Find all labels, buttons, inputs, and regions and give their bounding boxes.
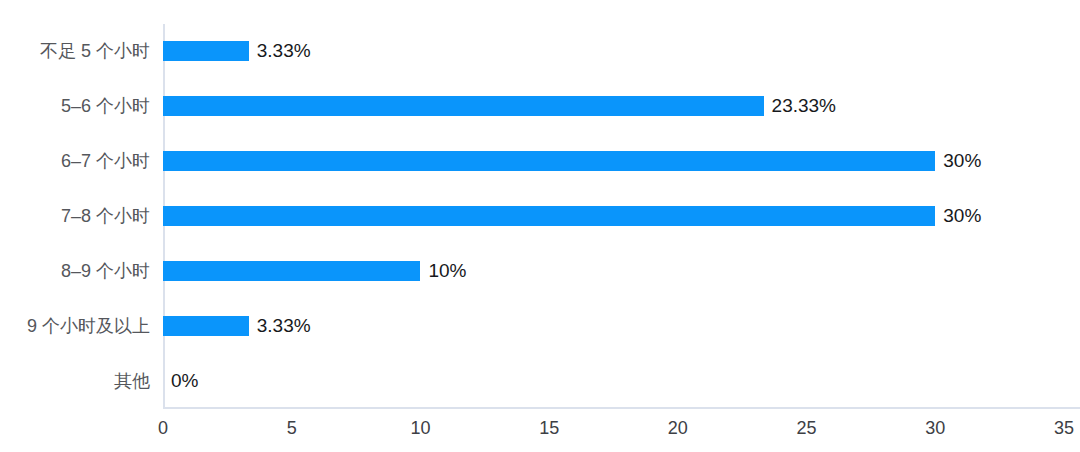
x-tick-label: 35: [1054, 416, 1074, 440]
category-label: 其他: [0, 369, 150, 393]
category-label: 不足 5 个小时: [0, 39, 150, 63]
bar-chart: 不足 5 个小时3.33%5–6 个小时23.33%6–7 个小时30%7–8 …: [0, 0, 1080, 452]
bar-track: 3.33%: [163, 40, 1064, 62]
bar-track: 3.33%: [163, 315, 1064, 337]
bar-track: 30%: [163, 205, 1064, 227]
category-label: 9 个小时及以上: [0, 314, 150, 338]
category-label: 6–7 个小时: [0, 149, 150, 173]
x-tick-label: 20: [668, 416, 688, 440]
value-label: 3.33%: [257, 315, 311, 337]
category-label: 7–8 个小时: [0, 204, 150, 228]
x-tick-label: 0: [158, 416, 168, 440]
bar[interactable]: [163, 96, 764, 116]
category-label: 5–6 个小时: [0, 94, 150, 118]
bar-row: 其他 0%: [0, 353, 1080, 408]
value-label: 23.33%: [772, 95, 836, 117]
bar-row: 9 个小时及以上 3.33%: [0, 298, 1080, 353]
bar-row: 5–6 个小时 23.33%: [0, 79, 1080, 134]
bar-track: 10%: [163, 260, 1064, 282]
bar[interactable]: [163, 316, 249, 336]
x-tick-label: 25: [797, 416, 817, 440]
value-label: 10%: [428, 260, 466, 282]
x-tick-label: 30: [925, 416, 945, 440]
bar-track: 23.33%: [163, 95, 1064, 117]
bar[interactable]: [163, 206, 935, 226]
value-label: 30%: [943, 150, 981, 172]
bar-row: 6–7 个小时 30%: [0, 134, 1080, 189]
x-tick-label: 10: [410, 416, 430, 440]
bar-row: 8–9 个小时 10%: [0, 243, 1080, 298]
bar-row: 不足 5 个小时 3.33%: [0, 24, 1080, 79]
value-label: 30%: [943, 205, 981, 227]
bar[interactable]: [163, 151, 935, 171]
category-label: 8–9 个小时: [0, 259, 150, 283]
x-tick-label: 15: [539, 416, 559, 440]
bar-rows: 不足 5 个小时3.33%5–6 个小时23.33%6–7 个小时30%7–8 …: [0, 24, 1080, 408]
value-label: 0%: [171, 370, 198, 392]
bar-track: 0%: [163, 370, 1064, 392]
bar[interactable]: [163, 41, 249, 61]
x-tick-label: 5: [287, 416, 297, 440]
bar-track: 30%: [163, 150, 1064, 172]
value-label: 3.33%: [257, 40, 311, 62]
bar-row: 7–8 个小时 30%: [0, 189, 1080, 244]
x-axis-ticks: 05101520253035: [163, 416, 1064, 440]
bar[interactable]: [163, 261, 420, 281]
